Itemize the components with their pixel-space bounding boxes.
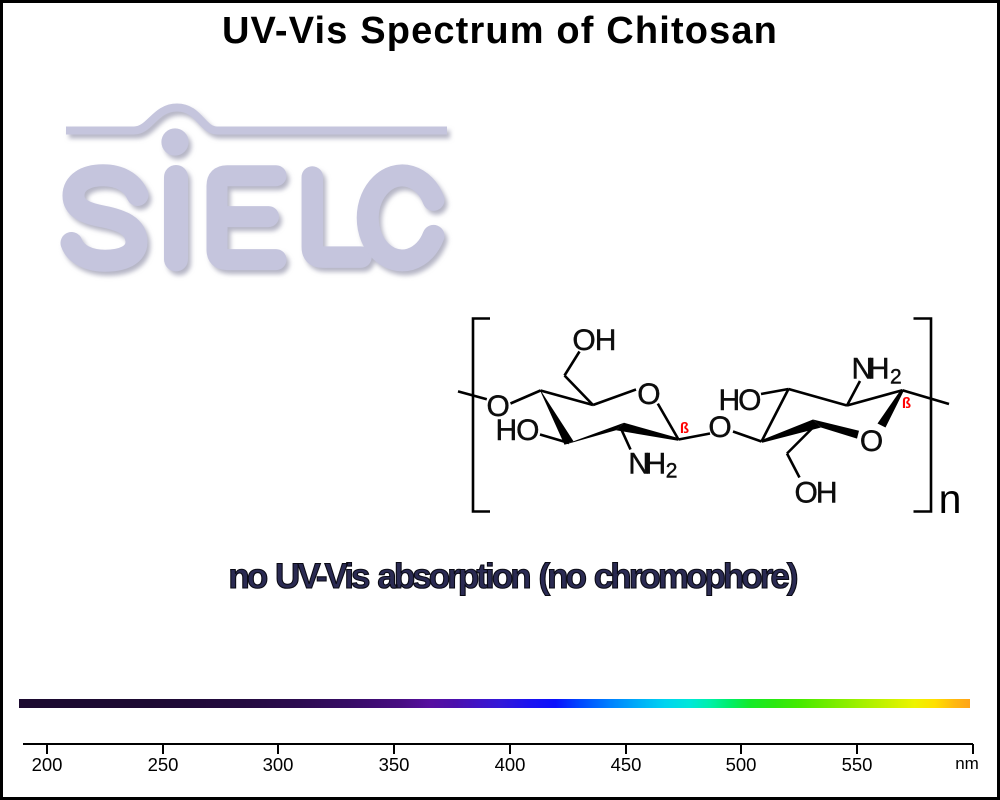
svg-text:HO: HO	[719, 384, 762, 417]
svg-text:O: O	[860, 425, 883, 458]
svg-text:OH: OH	[572, 324, 616, 357]
svg-text:O: O	[708, 411, 731, 444]
svg-text:n: n	[939, 476, 962, 522]
svg-text:2: 2	[890, 366, 902, 389]
svg-text:2: 2	[666, 460, 678, 483]
svg-text:NH: NH	[628, 448, 666, 481]
svg-text:HO: HO	[496, 414, 540, 447]
svg-text:ß: ß	[902, 395, 911, 412]
svg-text:NH: NH	[852, 353, 890, 386]
svg-text:O: O	[487, 390, 510, 423]
svg-text:ß: ß	[680, 420, 689, 437]
svg-text:O: O	[637, 378, 660, 411]
svg-text:OH: OH	[795, 477, 838, 510]
